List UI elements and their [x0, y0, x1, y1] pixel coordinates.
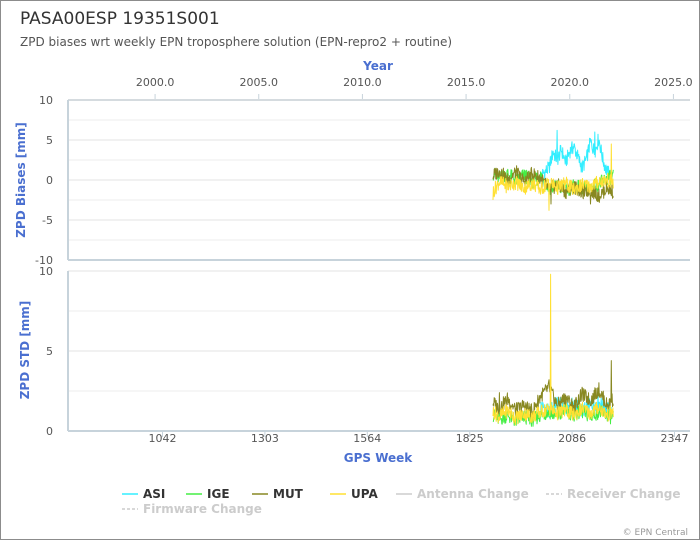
bias-series-group	[492, 129, 614, 211]
top-x-tick-label: 2005.0	[239, 76, 278, 89]
bias-y-tick-label: -10	[35, 254, 53, 267]
top-x-tick-label: 2025.0	[654, 76, 693, 89]
std-series-group	[492, 273, 614, 427]
bias-y-axis-title: ZPD Biases [mm]	[14, 122, 28, 238]
legend: ASI IGE MUT UPA Antenna Change Receiver Chang…	[122, 487, 681, 516]
bias-series-upa	[492, 143, 614, 211]
legend-item-mut: MUT	[273, 487, 304, 501]
legend-item-ige: IGE	[207, 487, 230, 501]
bias-y-tick-label: -5	[42, 214, 53, 227]
std-series-mut	[492, 360, 614, 418]
legend-item-receiver-change: Receiver Change	[567, 487, 681, 501]
chart-title: PASA00ESP 19351S001	[20, 9, 220, 29]
bias-y-tick-label: 5	[46, 134, 53, 147]
top-x-tick-label: 2000.0	[136, 76, 175, 89]
top-x-tick-label: 2020.0	[550, 76, 589, 89]
bias-panel: 2000.0 2005.0 2010.0 2015.0 2020.0 2025.0 10 5 0…	[35, 76, 693, 267]
credit-label: © EPN Central	[623, 528, 688, 538]
std-y-tick-label: 0	[46, 425, 53, 438]
bottom-x-tick-label: 1303	[251, 432, 279, 445]
top-axis-title: Year	[362, 59, 393, 73]
bottom-x-tick-label: 2086	[558, 432, 586, 445]
top-x-tick-label: 2015.0	[447, 76, 486, 89]
legend-item-firmware-change: Firmware Change	[143, 502, 262, 516]
bias-y-tick-label: 10	[39, 94, 53, 107]
bias-series-asi	[540, 129, 612, 182]
bottom-x-tick-label: 1564	[353, 432, 381, 445]
bottom-x-tick-label: 2347	[661, 432, 689, 445]
bias-y-tick-label: 0	[46, 174, 53, 187]
std-y-axis-title: ZPD STD [mm]	[18, 301, 32, 400]
std-y-tick-label: 10	[39, 265, 53, 278]
bottom-x-tick-label: 1825	[456, 432, 484, 445]
bottom-x-tick-label: 1042	[149, 432, 177, 445]
legend-item-antenna-change: Antenna Change	[417, 487, 529, 501]
bottom-axis-title: GPS Week	[344, 451, 414, 465]
std-panel: 10 5 0 1042 1303 1564 1825 2086 2347	[39, 265, 690, 445]
std-series-upa	[492, 273, 614, 426]
top-x-tick-label: 2010.0	[343, 76, 382, 89]
legend-item-asi: ASI	[143, 487, 165, 501]
chart-subtitle: ZPD biases wrt weekly EPN troposphere so…	[20, 35, 452, 49]
legend-item-upa: UPA	[351, 487, 378, 501]
std-y-tick-label: 5	[46, 345, 53, 358]
